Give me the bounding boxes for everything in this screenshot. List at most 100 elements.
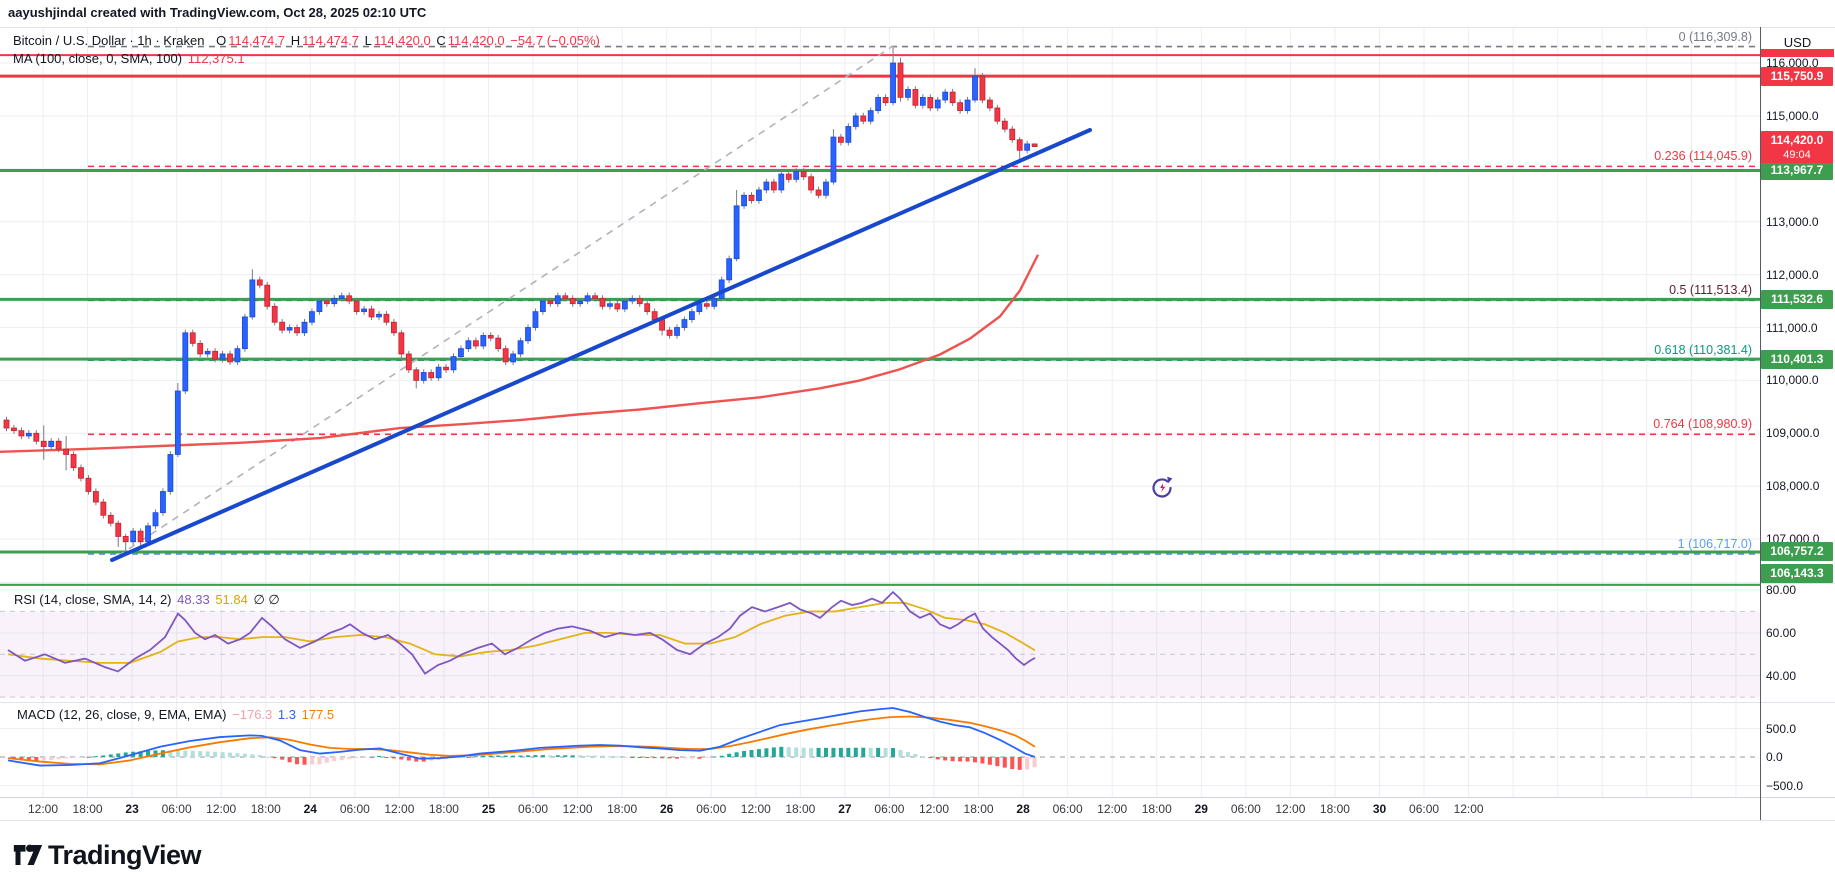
price-badge: 106,143.3 — [1761, 564, 1833, 583]
ma-legend[interactable]: MA (100, close, 0, SMA, 100) 112,375.1 — [13, 51, 247, 66]
macd-hist-bar — [593, 755, 598, 757]
candle — [1024, 143, 1031, 151]
tradingview-brand[interactable]: TradingView — [48, 840, 202, 870]
macd-hist-bar — [458, 757, 463, 758]
candle — [577, 300, 584, 305]
candle — [204, 350, 211, 355]
candle — [25, 432, 32, 437]
candle — [569, 298, 576, 305]
candle — [264, 284, 271, 307]
ohlc-open-value: 114,474.7 — [228, 33, 286, 48]
candle — [33, 432, 40, 442]
macd-hist-bar — [905, 751, 910, 757]
candle — [607, 303, 613, 307]
macd-hist-bar — [205, 751, 210, 757]
macd-hist-bar — [548, 755, 553, 757]
macd-title[interactable]: MACD (12, 26, close, 9, EMA, EMA) — [17, 707, 227, 722]
macd-hist-bar — [86, 756, 91, 758]
macd-hist-bar — [518, 755, 523, 757]
ma100-line[interactable] — [0, 254, 1040, 454]
candle — [882, 96, 889, 104]
candle — [599, 298, 606, 307]
trendline-support[interactable] — [110, 128, 1092, 562]
macd-hist-bar — [257, 755, 262, 757]
price-axis-border — [1760, 27, 1761, 820]
time-label: 12:00 — [740, 802, 771, 816]
time-label-day: 26 — [660, 802, 674, 816]
candle — [972, 75, 978, 101]
macd-hist-bar — [220, 752, 225, 757]
tradingview-logo-icon[interactable] — [13, 843, 43, 867]
macd-hist-bar — [481, 755, 486, 757]
candle — [40, 440, 47, 447]
macd-pane-separator[interactable] — [0, 702, 1835, 703]
macd-hist-bar — [324, 757, 329, 763]
candle — [458, 348, 464, 357]
candle — [107, 514, 114, 524]
rsi-hidden-values: ∅ ∅ — [253, 592, 280, 607]
macd-hist-bar — [861, 747, 866, 757]
candle — [405, 353, 412, 371]
macd-hist-bar — [309, 757, 314, 765]
candle — [659, 319, 665, 331]
time-label: 12:00 — [1453, 802, 1484, 816]
candle — [137, 530, 144, 543]
trendline-dashed[interactable] — [117, 45, 894, 557]
rsi-legend[interactable]: RSI (14, close, SMA, 14, 2) 48.33 51.84 … — [14, 592, 282, 608]
price-tick: 116,000.0 — [1766, 56, 1819, 70]
time-label: 12:00 — [1097, 802, 1128, 816]
candle — [495, 337, 502, 350]
macd-hist-bar — [354, 757, 359, 758]
candle — [823, 181, 829, 196]
candle — [338, 295, 345, 299]
macd-hist-bar — [26, 757, 31, 761]
symbol-title[interactable]: Bitcoin / U.S. Dollar · 1h · Kraken — [13, 33, 205, 48]
macd-hist-bar — [563, 755, 568, 757]
candle — [130, 530, 137, 543]
macd-hist-bar — [645, 757, 650, 759]
macd-hist-bar — [183, 750, 188, 757]
macd-hist-bar — [414, 757, 419, 762]
macd-hist-bar — [742, 751, 747, 757]
macd-hist-bar — [809, 747, 814, 757]
macd-hist-bar — [585, 755, 590, 757]
candle — [93, 491, 99, 503]
candle — [644, 303, 651, 313]
macd-hist-bar — [496, 755, 501, 757]
macd-hist-bar — [49, 757, 54, 760]
ma-title[interactable]: MA (100, close, 0, SMA, 100) — [13, 51, 183, 66]
rsi-tick: 40.00 — [1766, 668, 1797, 683]
candle — [353, 300, 360, 313]
time-label: 18:00 — [785, 802, 816, 816]
macd-hist-bar — [727, 753, 732, 757]
candle — [48, 440, 55, 447]
candle — [182, 332, 189, 392]
candle — [517, 340, 524, 355]
macd-hist-bar — [980, 757, 985, 764]
price-badge: 114,420.0 49:04 — [1761, 130, 1833, 163]
candle — [525, 327, 531, 342]
macd-hist-bar — [79, 757, 83, 758]
macd-hist-bar — [64, 757, 69, 759]
symbol-legend[interactable]: Bitcoin / U.S. Dollar · 1h · Kraken O 114… — [13, 33, 602, 48]
candle — [554, 295, 561, 305]
candle — [964, 99, 971, 112]
macd-hist-bar — [794, 747, 799, 757]
macd-hist-bar — [920, 756, 925, 758]
clipped-red-line-badge — [1761, 49, 1834, 57]
candle — [502, 348, 509, 363]
rsi-pane-separator[interactable] — [0, 583, 1835, 584]
rsi-title[interactable]: RSI (14, close, SMA, 14, 2) — [14, 592, 172, 607]
refresh-replay-icon[interactable] — [1148, 474, 1176, 502]
candle — [323, 300, 330, 305]
macd-legend[interactable]: MACD (12, 26, close, 9, EMA, EMA) −176.3… — [17, 707, 336, 722]
candle — [748, 194, 755, 201]
candle — [741, 194, 747, 207]
macd-hist-bar — [995, 757, 1000, 767]
candle — [63, 448, 69, 455]
candle — [912, 89, 919, 106]
macd-hist-bar — [287, 757, 292, 763]
candle — [376, 313, 382, 318]
price-axis-currency[interactable]: USD — [1783, 35, 1812, 50]
chart-canvas[interactable] — [0, 27, 1760, 797]
